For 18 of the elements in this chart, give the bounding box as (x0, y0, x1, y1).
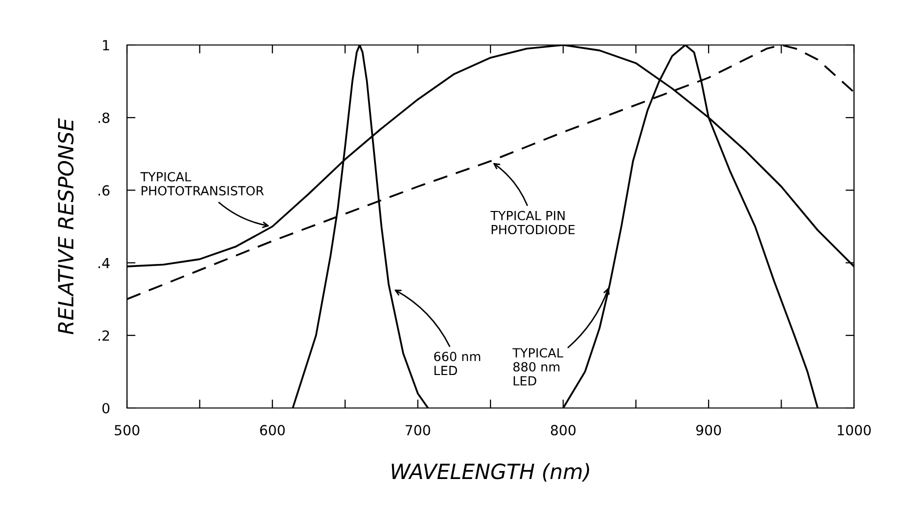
y-tick-label: .6 (98, 185, 110, 196)
annotation: 660 nm LED (434, 352, 480, 376)
y-axis-title: RELATIVE RESPONSE (58, 118, 74, 334)
annotation: TYPICAL PIN PHOTODIODE (490, 210, 575, 234)
x-tick-label: 1000 (838, 424, 871, 436)
x-tick-label: 600 (260, 424, 285, 436)
x-tick-label: 900 (696, 424, 721, 436)
y-tick-label: .4 (98, 258, 110, 268)
y-tick-label: 1 (103, 40, 110, 50)
annotation: TYPICAL 880 nm LED (512, 348, 564, 386)
x-tick-label: 500 (114, 424, 140, 436)
annotation: TYPICAL PHOTOTRANSISTOR (140, 172, 264, 196)
y-tick-label: 0 (102, 402, 110, 414)
y-tick-label: .2 (98, 330, 109, 341)
x-tick-label: 800 (550, 424, 576, 436)
x-tick-label: 700 (406, 424, 430, 436)
y-tick-label: .8 (98, 112, 110, 124)
x-axis-title: WAVELENGTH (nm) (392, 463, 590, 482)
